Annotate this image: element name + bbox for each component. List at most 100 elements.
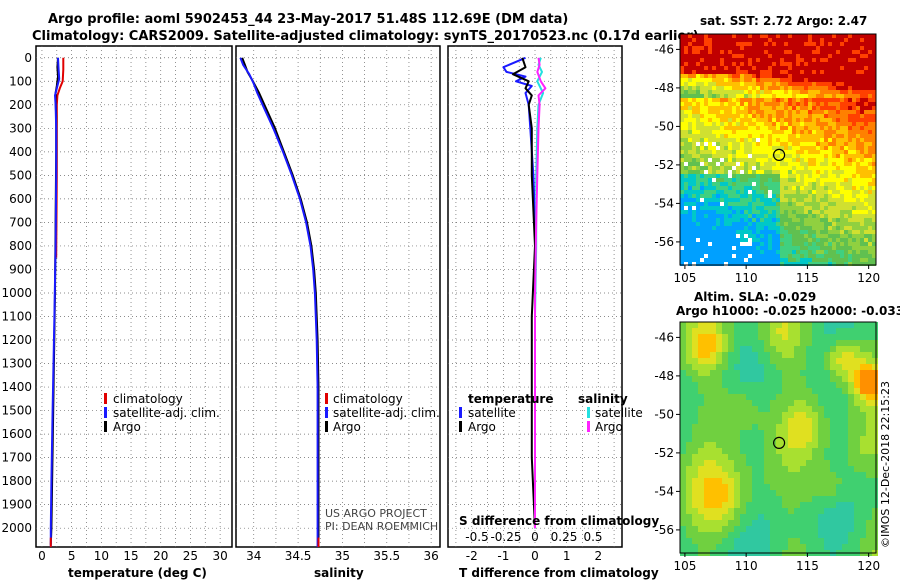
sst-cell <box>700 110 704 114</box>
sla-cell <box>710 382 716 388</box>
sst-cell <box>732 98 736 102</box>
sst-cell <box>848 122 852 126</box>
sst-cell <box>728 166 732 170</box>
sst-cell <box>692 122 696 126</box>
sla-cell <box>716 502 722 508</box>
x-tick-label: 0 <box>38 549 46 563</box>
sst-cell <box>780 94 784 98</box>
sla-cell <box>824 454 830 460</box>
sst-cell <box>816 38 820 42</box>
sst-cell <box>720 250 724 254</box>
sst-cell <box>872 242 876 246</box>
sst-cell <box>764 58 768 62</box>
sst-cell <box>856 90 860 94</box>
sst-cell <box>696 154 700 158</box>
sst-cell <box>700 222 704 226</box>
sla-cell <box>848 484 854 490</box>
sla-cell <box>728 514 734 520</box>
sst-cell <box>772 250 776 254</box>
sla-cell <box>728 388 734 394</box>
sst-cell <box>684 258 688 262</box>
sst-cell <box>792 70 796 74</box>
sst-cell <box>836 186 840 190</box>
sla-cell <box>680 418 686 424</box>
sst-cell <box>752 158 756 162</box>
sst-cell <box>796 86 800 90</box>
x-tick-label: 30 <box>212 549 227 563</box>
sst-cell <box>748 150 752 154</box>
sst-cell <box>856 194 860 198</box>
sst-cell <box>808 198 812 202</box>
sla-cell <box>848 532 854 538</box>
sst-cell <box>772 210 776 214</box>
sla-cell <box>758 538 764 544</box>
sst-cell <box>792 134 796 138</box>
sla-cell <box>686 358 692 364</box>
sst-cell <box>692 154 696 158</box>
sla-cell <box>698 454 704 460</box>
sst-cell <box>708 62 712 66</box>
temperature-profiles <box>49 57 65 547</box>
sla-cell <box>812 514 818 520</box>
sst-cell <box>688 78 692 82</box>
sst-cell <box>680 110 684 114</box>
sst-cell <box>680 98 684 102</box>
sla-cell <box>716 400 722 406</box>
sst-cell <box>728 198 732 202</box>
sst-cell <box>784 66 788 70</box>
sla-cell <box>866 394 872 400</box>
sst-cell <box>692 194 696 198</box>
sla-cell <box>782 544 788 550</box>
sst-cell <box>812 66 816 70</box>
x-tick-label: 0.5 <box>583 530 602 544</box>
sla-cell <box>836 376 842 382</box>
sst-cell <box>724 238 728 242</box>
sst-cell <box>784 218 788 222</box>
sla-cell <box>758 382 764 388</box>
sla-cell <box>842 526 848 532</box>
sla-cell <box>836 520 842 526</box>
sla-cell <box>764 490 770 496</box>
salinity-frame <box>235 45 441 548</box>
sla-cell <box>746 448 752 454</box>
sla-cell <box>704 538 710 544</box>
lon-tick-label: 120 <box>857 271 880 285</box>
sst-cell <box>696 230 700 234</box>
sst-cell <box>796 70 800 74</box>
sst-cell <box>844 194 848 198</box>
sla-cell <box>788 502 794 508</box>
sla-cell <box>686 448 692 454</box>
sst-cell <box>748 194 752 198</box>
sla-cell <box>776 394 782 400</box>
lat-tick-label: -46 <box>654 330 674 344</box>
sst-cell <box>872 246 876 250</box>
sst-cell <box>852 114 856 118</box>
sst-cell <box>776 58 780 62</box>
sst-cell <box>700 226 704 230</box>
legend-t-satellite-swatch <box>459 407 462 418</box>
sst-cell <box>856 158 860 162</box>
sst-cell <box>796 198 800 202</box>
sla-cell <box>824 484 830 490</box>
sst-cell <box>780 174 784 178</box>
sst-cell <box>764 66 768 70</box>
sst-cell <box>740 226 744 230</box>
sla-cell <box>752 370 758 376</box>
sst-cell <box>800 254 804 258</box>
sla-cell <box>866 382 872 388</box>
sla-cell <box>728 544 734 550</box>
sla-cell <box>800 538 806 544</box>
sla-cell <box>728 394 734 400</box>
sst-cell <box>744 170 748 174</box>
sla-cell <box>740 370 746 376</box>
sla-cell <box>782 400 788 406</box>
sst-cell <box>808 250 812 254</box>
sst-cell <box>760 186 764 190</box>
sla-cell <box>854 358 860 364</box>
sla-cell <box>704 544 710 550</box>
sst-cell <box>740 54 744 58</box>
sst-cell <box>852 238 856 242</box>
sla-cell <box>728 502 734 508</box>
sst-cell <box>700 46 704 50</box>
sla-cell <box>680 502 686 508</box>
